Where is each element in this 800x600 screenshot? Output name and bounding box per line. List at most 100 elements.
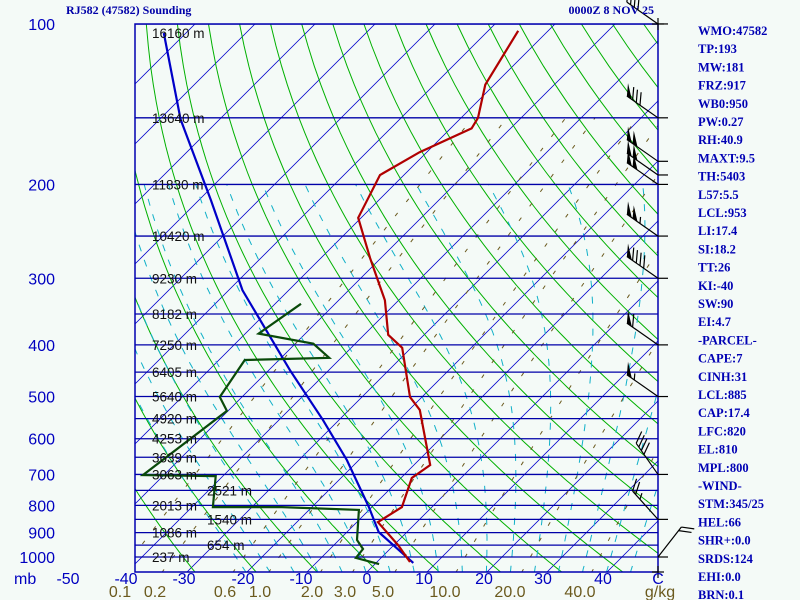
chart-datetime: 0000Z 8 NOV 25 xyxy=(569,3,654,17)
height-label: 4920 m xyxy=(152,412,197,427)
isotherm-line xyxy=(546,460,658,572)
parcel-trace xyxy=(162,32,415,564)
wind-barb-feather xyxy=(632,87,635,101)
moist-adiabat-line xyxy=(135,294,295,572)
height-label: 1086 m xyxy=(152,526,197,541)
stat-line: LI:17.4 xyxy=(698,224,738,238)
isotherm-line xyxy=(486,400,658,572)
isotherm-line xyxy=(0,24,75,572)
wind-barbs xyxy=(626,0,695,578)
temperature-tick-label: 0 xyxy=(363,571,372,588)
dry-adiabat-line xyxy=(135,487,196,572)
wind-barb-pennant xyxy=(626,243,632,260)
wind-barb-feather xyxy=(632,247,635,261)
wind-barb-pennant xyxy=(626,201,632,218)
dry-adiabat-line xyxy=(239,24,624,572)
moist-adiabat-line xyxy=(557,184,594,572)
wind-barb-feather xyxy=(639,252,642,266)
background-grid xyxy=(0,24,800,573)
wind-barb-feather xyxy=(635,89,639,103)
stat-line: MPL:800 xyxy=(698,461,749,475)
moist-adiabat-line xyxy=(135,394,247,572)
temperature-tick-label: -40 xyxy=(114,571,137,588)
pressure-tick-label: 700 xyxy=(28,467,55,484)
temperature-trace xyxy=(357,30,520,563)
moist-adiabat-line xyxy=(488,184,552,572)
wind-barb xyxy=(626,126,659,162)
wind-barb xyxy=(626,83,659,119)
wind-barb-feather xyxy=(633,0,636,8)
dry-adiabat-line xyxy=(768,24,800,573)
height-label: 1540 m xyxy=(207,512,252,527)
wind-barb-pennant xyxy=(632,153,638,171)
stats-panel: WMO:47582 TP:193 MW:181 FRZ:917 WB0:950 PW:0.… xyxy=(698,24,767,600)
stat-line: KI:-40 xyxy=(698,279,733,293)
wind-barb xyxy=(657,526,695,558)
stat-line: WMO:47582 xyxy=(698,24,767,38)
stat-line: MW:181 xyxy=(698,60,745,74)
mixing-ratio-tick-label: 0.6 xyxy=(214,584,236,600)
moist-adiabat-line xyxy=(195,184,391,572)
dry-adiabat-line xyxy=(425,24,658,341)
stat-line: FRZ:917 xyxy=(698,79,746,93)
stat-line: -WIND- xyxy=(698,479,742,493)
isotherm-line xyxy=(135,24,496,385)
dry-adiabat-line xyxy=(456,24,658,299)
mixing-ratio-tick-label: 3.0 xyxy=(334,584,356,600)
wind-barb-feather xyxy=(635,481,641,495)
stat-line: EL:810 xyxy=(698,443,738,457)
wind-barb-shaft xyxy=(635,442,659,475)
pressure-unit-label: mb xyxy=(14,571,36,588)
wind-barb-pennant xyxy=(626,126,632,143)
mixing-ratio-tick-label: 0.2 xyxy=(144,584,166,600)
dry-adiabat-line xyxy=(135,397,257,572)
wind-barb-feather xyxy=(639,92,642,106)
moist-adiabat-line xyxy=(135,230,319,572)
wind-barb-pennant xyxy=(626,149,632,167)
height-label: 7250 m xyxy=(152,338,197,353)
wind-barb-shaft xyxy=(626,152,659,176)
pressure-tick-label: 800 xyxy=(28,498,55,515)
mixing-ratio-tick-label: 40.0 xyxy=(564,584,595,600)
stat-line: TP:193 xyxy=(698,42,737,56)
wind-barb-shaft xyxy=(626,374,659,398)
dry-adiabat-line xyxy=(135,168,380,572)
stat-line: RH:40.9 xyxy=(698,133,743,147)
height-label: 6405 m xyxy=(152,365,197,380)
plot-border xyxy=(134,23,659,573)
temperature-tick-label: 20 xyxy=(475,571,493,588)
height-label: 5640 m xyxy=(152,390,197,405)
isotherm-line xyxy=(246,160,658,572)
mixing-ratio-tick-label: 0.1 xyxy=(109,584,131,600)
pressure-tick-label: 900 xyxy=(28,526,55,543)
wind-barb-pennant xyxy=(626,310,632,327)
pressure-tick-label: 500 xyxy=(28,390,55,407)
wind-barb-pennant xyxy=(626,361,632,379)
moist-adiabat-line xyxy=(262,184,439,572)
isotherm-line xyxy=(366,280,658,572)
height-label: 11830 m xyxy=(152,177,204,192)
stat-line: WB0:950 xyxy=(698,97,748,111)
dry-adiabat-line xyxy=(0,24,134,573)
stat-line: BRN:0.1 xyxy=(698,588,744,600)
wind-barb-feather xyxy=(632,314,635,328)
wind-barb-half-feather xyxy=(633,373,636,380)
pressure-tick-label: 300 xyxy=(28,271,55,288)
mixing-ratio-tick-label: 5.0 xyxy=(372,584,394,600)
wind-barb-feather xyxy=(635,431,643,444)
mixing-ratio-tick-label: 20.0 xyxy=(494,584,525,600)
wind-barb-feather xyxy=(635,250,639,264)
wind-barb-feather xyxy=(640,438,648,451)
dry-adiabat-line xyxy=(270,24,658,554)
height-label: 237 m xyxy=(152,550,190,565)
stat-line: EHI:0.0 xyxy=(698,570,741,584)
wind-barb-shaft xyxy=(626,139,659,162)
dry-adiabat-line xyxy=(394,24,658,383)
stat-line: TH:5403 xyxy=(698,170,745,184)
isotherm-line xyxy=(135,24,256,145)
mixing-ratio-tick-label: 10.0 xyxy=(429,584,460,600)
wind-barb-pennant xyxy=(632,130,638,147)
stat-line: STM:345/25 xyxy=(698,497,764,511)
stat-line: L57:5.5 xyxy=(698,188,739,202)
